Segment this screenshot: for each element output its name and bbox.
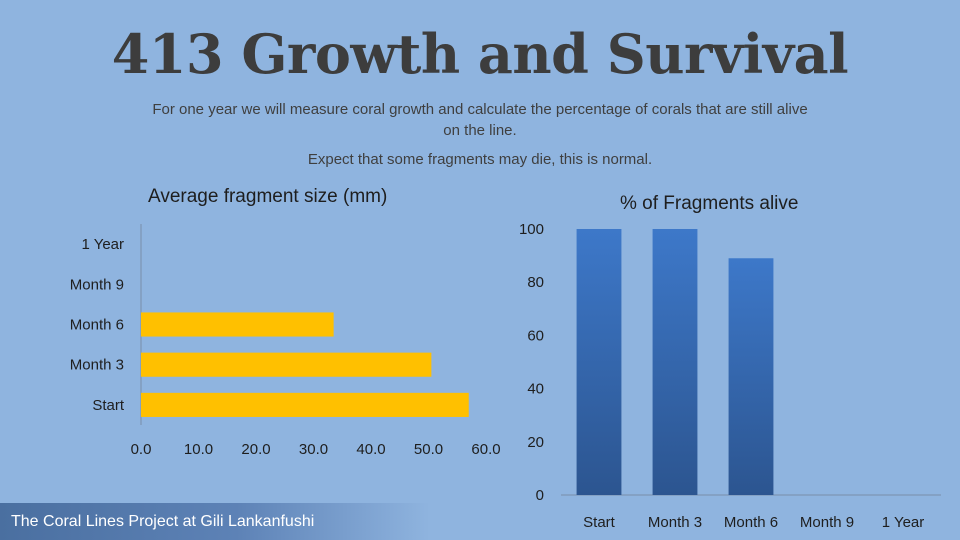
size-chart-category-label: Start: [92, 397, 125, 414]
footer-text: The Coral Lines Project at Gili Lankanfu…: [11, 513, 315, 530]
alive-bar: [576, 229, 622, 495]
alive-chart-y-tick: 100: [519, 221, 544, 238]
size-chart-x-tick: 30.0: [299, 441, 328, 458]
fragment-size-chart-title: Average fragment size (mm): [148, 186, 388, 207]
alive-chart-y-tick: 60: [527, 327, 544, 344]
alive-chart-y-tick: 20: [527, 434, 544, 451]
alive-chart-category-label: Month 6: [724, 514, 778, 531]
size-chart-x-tick: 40.0: [356, 441, 385, 458]
size-bar: [141, 392, 469, 417]
size-chart-x-tick: 10.0: [184, 441, 213, 458]
size-bar: [141, 352, 432, 377]
size-chart-x-tick: 50.0: [414, 441, 443, 458]
size-chart-category-label: Month 9: [70, 276, 124, 293]
size-chart-x-tick: 20.0: [241, 441, 270, 458]
alive-chart-y-tick: 40: [527, 381, 544, 398]
alive-chart-category-label: 1 Year: [882, 514, 925, 531]
alive-chart-category-label: Month 9: [800, 514, 854, 531]
subtitle-description: For one year we will measure coral growt…: [152, 101, 808, 139]
size-chart-category-label: Month 6: [70, 317, 124, 334]
slide-title: 413 Growth and Survival: [111, 22, 849, 86]
alive-chart-category-label: Start: [583, 514, 616, 531]
size-bar: [141, 312, 334, 337]
alive-chart-y-tick: 0: [536, 487, 544, 504]
alive-bar: [652, 229, 698, 495]
size-chart-x-tick: 60.0: [471, 441, 500, 458]
alive-chart-category-label: Month 3: [648, 514, 702, 531]
size-chart-category-label: 1 Year: [81, 236, 124, 253]
size-chart-x-tick: 0.0: [131, 441, 152, 458]
fragments-alive-chart-title: % of Fragments alive: [620, 193, 799, 214]
footer-banner: The Coral Lines Project at Gili Lankanfu…: [0, 503, 430, 540]
alive-chart-y-tick: 80: [527, 274, 544, 291]
alive-bar: [728, 258, 774, 495]
size-chart-category-label: Month 3: [70, 357, 124, 374]
subtitle-note: Expect that some fragments may die, this…: [307, 151, 653, 168]
